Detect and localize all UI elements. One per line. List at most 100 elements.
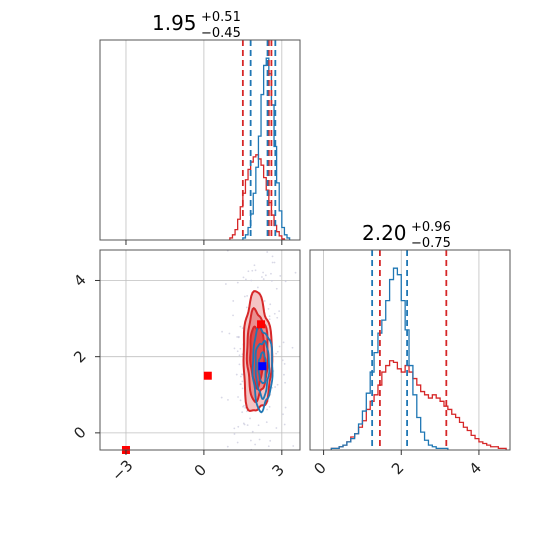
sample-point bbox=[261, 245, 263, 247]
sample-point bbox=[317, 330, 319, 332]
sample-point bbox=[226, 445, 229, 448]
sample-point bbox=[224, 283, 227, 285]
x-tick-labels: 0 2 4 bbox=[310, 459, 485, 478]
sample-point bbox=[243, 295, 246, 298]
contour-series bbox=[242, 290, 274, 414]
sample-point bbox=[286, 242, 288, 244]
sample-point bbox=[246, 504, 248, 506]
sample-point bbox=[249, 439, 252, 442]
marginal-title-param-2-value: 2.20 bbox=[362, 221, 407, 245]
sample-point bbox=[239, 383, 242, 386]
contour-level-blue bbox=[254, 339, 271, 400]
histogram-series bbox=[330, 267, 507, 450]
sample-point bbox=[248, 469, 250, 471]
sample-point bbox=[238, 363, 241, 366]
marginal-histogram-param-2: 2.20 +0.96 −0.75 0 2 4 bbox=[309, 220, 511, 478]
sample-point bbox=[267, 445, 270, 448]
sample-point bbox=[283, 373, 285, 376]
sample-point bbox=[260, 166, 262, 168]
sample-point bbox=[282, 413, 284, 416]
sample-point bbox=[248, 205, 250, 207]
sample-point bbox=[241, 387, 244, 390]
y-tick-labels: 0 2 4 bbox=[70, 271, 89, 443]
sample-point bbox=[279, 275, 282, 277]
sample-point bbox=[246, 410, 248, 413]
quantile-lines bbox=[241, 40, 277, 240]
sample-point bbox=[232, 300, 235, 302]
marginal-title-param-1-value: 1.95 bbox=[152, 11, 197, 35]
y-tick-label: 2 bbox=[70, 347, 89, 366]
marginal-title-param-1-upper: +0.51 bbox=[201, 10, 241, 25]
gridlines bbox=[125, 40, 283, 240]
sample-point bbox=[244, 278, 247, 281]
x-tick-labels: −3 0 3 bbox=[108, 456, 288, 484]
sample-point bbox=[236, 281, 239, 284]
sample-point bbox=[242, 405, 244, 408]
tick-marks bbox=[323, 450, 480, 455]
sample-point bbox=[294, 271, 297, 274]
sample-point bbox=[241, 327, 244, 330]
sample-point bbox=[273, 261, 276, 264]
sample-point bbox=[258, 478, 260, 480]
sample-point bbox=[249, 417, 251, 420]
sample-point bbox=[282, 341, 285, 344]
sample-point bbox=[261, 453, 263, 455]
sample-point bbox=[248, 152, 250, 154]
x-tick-label: −3 bbox=[108, 456, 136, 484]
sample-point bbox=[233, 433, 236, 435]
sample-point bbox=[275, 427, 278, 429]
sample-point bbox=[271, 261, 274, 264]
sample-point bbox=[274, 386, 277, 388]
sample-point bbox=[270, 279, 273, 282]
sample-point bbox=[274, 242, 276, 244]
sample-point bbox=[237, 425, 240, 428]
sample-point bbox=[256, 286, 259, 289]
sample-point bbox=[245, 306, 248, 309]
sample-point bbox=[253, 452, 255, 454]
marginal-histogram-param-1: 1.95 +0.51 −0.45 bbox=[99, 10, 301, 245]
x-tick-label: 0 bbox=[310, 459, 329, 478]
sample-point bbox=[233, 427, 236, 430]
sample-point bbox=[237, 336, 240, 339]
sample-point bbox=[251, 269, 254, 272]
sample-point bbox=[276, 350, 279, 353]
sample-point bbox=[236, 336, 239, 338]
sample-point bbox=[224, 176, 226, 178]
sample-point bbox=[276, 383, 279, 386]
sample-point bbox=[221, 330, 223, 333]
axes-frame bbox=[309, 249, 511, 451]
sample-point bbox=[263, 300, 266, 302]
sample-point bbox=[237, 396, 239, 398]
sample-point bbox=[240, 373, 243, 376]
sample-point bbox=[284, 496, 286, 498]
sample-point bbox=[254, 443, 257, 446]
histogram-step-blue bbox=[330, 267, 449, 450]
sample-point bbox=[268, 405, 271, 408]
sample-point bbox=[239, 347, 242, 350]
sample-point bbox=[283, 423, 286, 426]
sample-point bbox=[276, 316, 279, 319]
sample-point bbox=[251, 430, 254, 433]
truth-marker-truth_blue bbox=[258, 362, 267, 371]
sample-point bbox=[266, 500, 268, 502]
sample-point bbox=[275, 352, 278, 355]
sample-point bbox=[267, 307, 270, 310]
sample-point bbox=[265, 421, 268, 424]
sample-point bbox=[232, 314, 234, 317]
histogram-series bbox=[229, 57, 291, 240]
sample-point bbox=[241, 380, 244, 383]
sample-point bbox=[243, 244, 245, 246]
sample-point bbox=[257, 424, 260, 427]
sample-point bbox=[259, 454, 261, 456]
sample-point bbox=[242, 472, 244, 474]
sample-point bbox=[245, 492, 247, 494]
sample-point bbox=[284, 406, 287, 409]
sample-point bbox=[284, 280, 287, 283]
sample-point bbox=[292, 445, 295, 447]
sample-point bbox=[233, 347, 236, 350]
sample-point bbox=[258, 438, 261, 441]
sample-point bbox=[281, 359, 284, 362]
sample-point bbox=[244, 453, 246, 455]
x-tick-label: 2 bbox=[388, 459, 407, 478]
